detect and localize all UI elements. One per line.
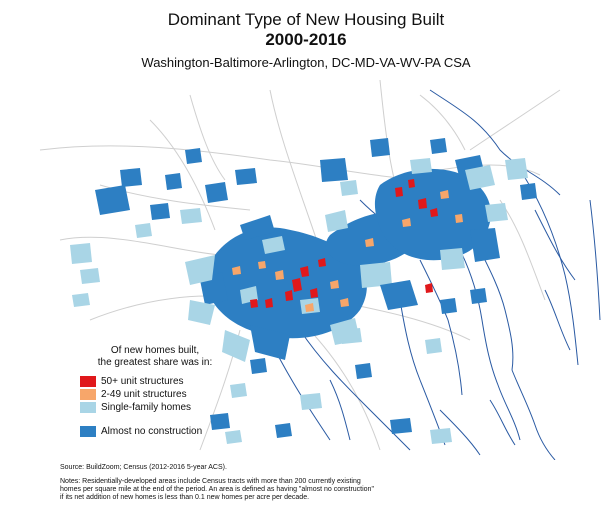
legend-item-single-family: Single-family homes xyxy=(80,401,230,413)
legend-swatch-no-construction xyxy=(80,425,96,437)
notes-line-1: Notes: Residentially-developed areas inc… xyxy=(60,478,361,485)
region-map xyxy=(39,79,601,460)
legend-label-50-plus: 50+ unit structures xyxy=(101,375,184,387)
map-legend: Of new homes built, the greatest share w… xyxy=(80,345,230,438)
dc-metro-tracts xyxy=(185,215,367,362)
legend-heading: Of new homes built, the greatest share w… xyxy=(80,345,230,369)
legend-swatch-2-49 xyxy=(80,388,96,400)
legend-label-2-49: 2-49 unit structures xyxy=(101,388,187,400)
legend-item-2-49: 2-49 unit structures xyxy=(80,388,230,400)
legend-item-50-plus: 50+ unit structures xyxy=(80,375,230,387)
legend-item-no-construction: Almost no construction xyxy=(80,425,230,437)
map-title: Dominant Type of New Housing Built xyxy=(167,10,445,29)
legend-swatch-single-family xyxy=(80,401,96,413)
north-west-tracts xyxy=(70,138,447,307)
legend-heading-line2: the greatest share was in: xyxy=(97,357,213,368)
notes-line-3: if its net addition of new homes is less… xyxy=(60,494,310,501)
east-south-tracts xyxy=(210,158,537,444)
legend-swatch-50-plus xyxy=(80,375,96,387)
legend-heading-line1: Of new homes built, xyxy=(110,345,200,356)
legend-label-no-construction: Almost no construction xyxy=(101,425,203,437)
notes-line-2: homes per square mile at the end of the … xyxy=(60,486,374,493)
map-years: 2000-2016 xyxy=(265,30,347,49)
map-region: Washington-Baltimore-Arlington, DC-MD-VA… xyxy=(141,55,471,70)
notes-text: Notes: Residentially-developed areas inc… xyxy=(60,478,550,502)
legend-label-single-family: Single-family homes xyxy=(101,401,192,413)
source-note: Source: BuildZoom; Census (2012-2016 5-y… xyxy=(60,464,227,471)
baltimore-tracts xyxy=(374,155,508,293)
